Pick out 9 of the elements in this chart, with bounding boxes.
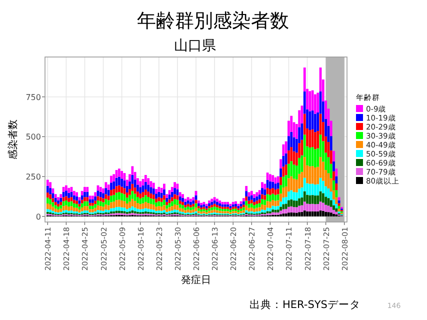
chart-title: 年齢群別感染者数	[137, 10, 289, 32]
y-tick-label: 750	[26, 92, 41, 102]
x-axis-title: 発症日	[181, 274, 211, 286]
y-tick-label: 250	[26, 172, 41, 182]
y-tick-label: 0	[36, 212, 41, 222]
source-note: 出典：HER-SYSデータ	[250, 298, 360, 311]
y-tick-label: 500	[26, 132, 41, 142]
chart-subtitle: 山口県	[174, 38, 216, 54]
y-axis-title: 感染者数	[7, 120, 19, 160]
